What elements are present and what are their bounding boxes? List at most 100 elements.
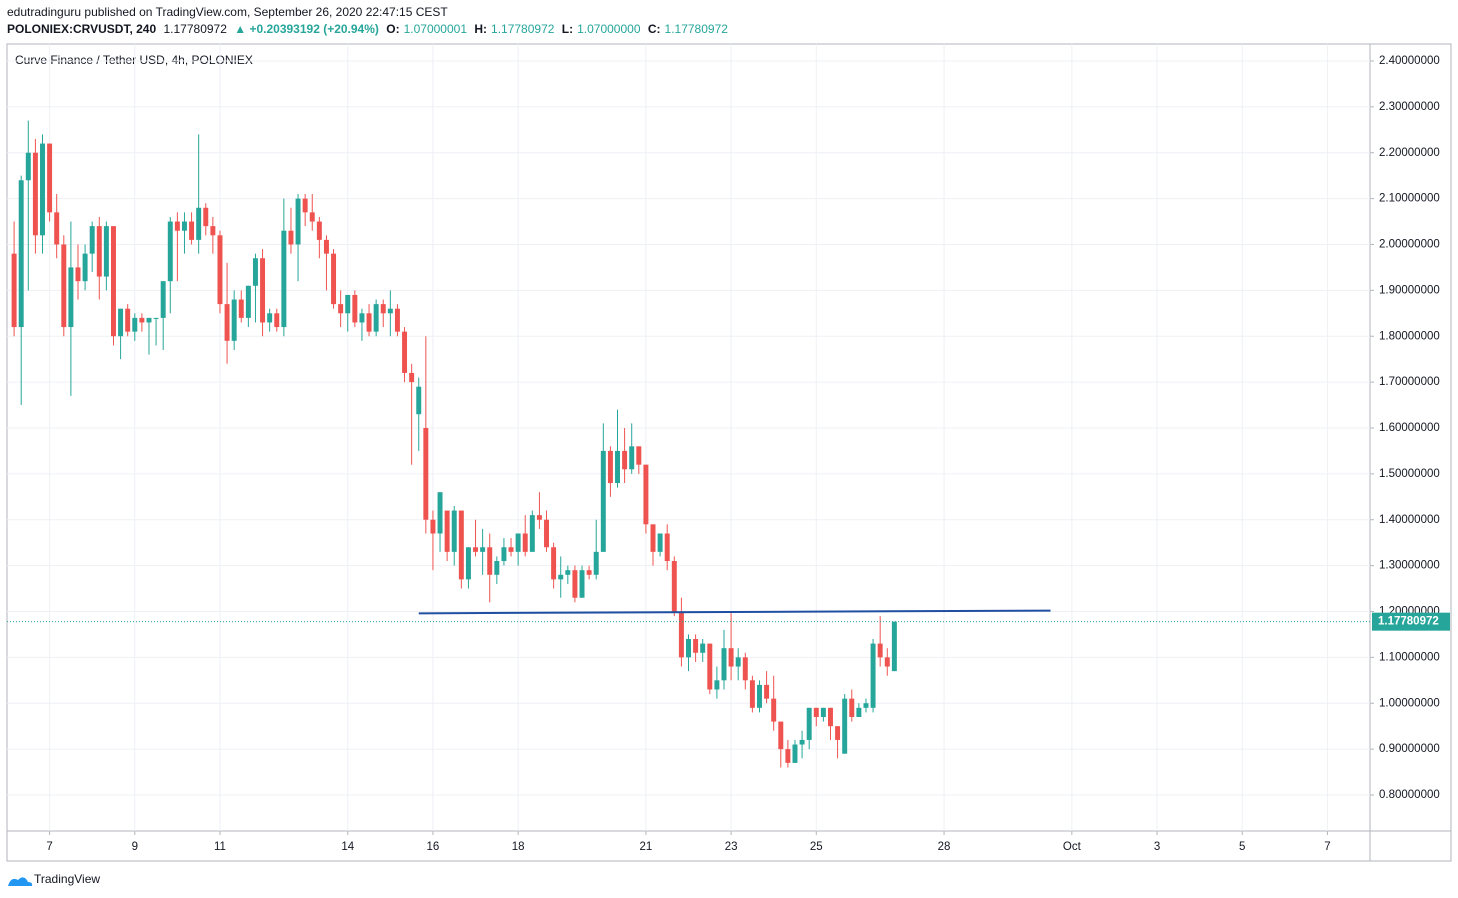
ohlc-value: 1.17780972 — [491, 22, 555, 36]
candle-body — [394, 308, 400, 332]
y-tick-label: 1.30000000 — [1379, 560, 1440, 572]
candle-body — [849, 698, 855, 717]
candle-body — [125, 308, 131, 332]
ohlc-label: O: — [386, 22, 400, 36]
candle-body — [387, 308, 393, 314]
ohlc-value: 1.17780972 — [664, 22, 728, 36]
candle-body — [586, 570, 592, 575]
candle-body — [61, 244, 67, 328]
candle-body — [813, 707, 819, 717]
candle-body — [366, 313, 372, 332]
candle-body — [252, 258, 258, 286]
candle-body — [331, 253, 337, 305]
candle-body — [785, 749, 791, 763]
y-tick-label: 1.70000000 — [1379, 376, 1440, 388]
brand: TradingView — [8, 872, 100, 886]
candle-body — [891, 621, 897, 672]
candle-body — [245, 285, 251, 318]
grid — [7, 44, 1370, 831]
y-tick-label: 2.20000000 — [1379, 147, 1440, 159]
y-tick-label: 1.80000000 — [1379, 330, 1440, 342]
candle-body — [451, 510, 457, 552]
ohlc-label: L: — [561, 22, 574, 36]
x-tick-label: 5 — [1239, 841, 1245, 853]
candle-body — [465, 547, 471, 580]
price: 1.17780972 — [163, 22, 227, 36]
candle-body — [622, 450, 628, 470]
candle-body — [778, 721, 784, 750]
candle-body — [494, 561, 500, 575]
x-tick-label: 14 — [341, 841, 354, 853]
candle-body — [728, 648, 734, 667]
candle-body — [806, 707, 812, 740]
candle-body — [856, 707, 862, 717]
candle-body — [558, 574, 564, 580]
candle-body — [409, 372, 415, 383]
x-tick-label: 21 — [640, 841, 653, 853]
candle-body — [82, 253, 88, 282]
candle-body — [835, 726, 841, 740]
candle-body — [189, 221, 195, 240]
candle-body — [515, 533, 521, 552]
candle-body — [629, 446, 635, 470]
ohlc-value: 1.07000000 — [577, 22, 641, 36]
candle-body — [224, 304, 230, 341]
candle-body — [373, 304, 379, 332]
candle-body — [827, 707, 833, 727]
candle-body — [167, 221, 173, 282]
candle-body — [380, 304, 386, 314]
candle-body — [203, 207, 209, 227]
candle-body — [480, 547, 486, 552]
candle-body — [54, 212, 60, 245]
candle-body — [700, 643, 706, 653]
candle-body — [323, 239, 329, 254]
candle-body — [359, 313, 365, 323]
y-tick-label: 1.00000000 — [1379, 697, 1440, 709]
candle-body — [402, 331, 408, 373]
ohlc-value: 1.07000001 — [403, 22, 467, 36]
y-tick-label: 2.30000000 — [1379, 101, 1440, 113]
candle-body — [423, 427, 429, 520]
candle-body — [181, 221, 187, 231]
candle-body — [103, 226, 109, 277]
candle-body — [68, 267, 74, 328]
candle-body — [32, 152, 38, 236]
candle-body — [338, 304, 344, 314]
candle-body — [686, 639, 691, 658]
candle-body — [636, 446, 642, 465]
candle-body — [870, 643, 876, 708]
candle-body — [607, 450, 613, 484]
trend-line — [418, 609, 1051, 615]
candle-body — [764, 684, 770, 699]
candle-body — [792, 744, 798, 763]
ohlc-label: H: — [474, 22, 488, 36]
candle-body — [536, 515, 542, 520]
candle-body — [352, 294, 358, 323]
x-tick-label: 3 — [1154, 841, 1160, 853]
x-tick-label: 23 — [725, 841, 738, 853]
candle-body — [678, 611, 684, 658]
candle-body — [18, 180, 24, 328]
candle-body — [593, 551, 599, 575]
y-tick-label: 1.90000000 — [1379, 284, 1440, 296]
candle-body — [565, 570, 571, 575]
candle-body — [25, 152, 31, 181]
candle-body — [508, 547, 514, 552]
candle-body — [196, 207, 202, 240]
candle-body — [487, 547, 493, 575]
candle-body — [707, 643, 713, 690]
symbol-line: POLONIEX:CRVUSDT, 240 1.17780972 ▲ +0.20… — [7, 22, 732, 36]
candle-body — [231, 299, 237, 341]
x-tick-label: 7 — [46, 841, 52, 853]
y-tick-label: 2.40000000 — [1379, 55, 1440, 67]
y-tick-label: 1.50000000 — [1379, 468, 1440, 480]
candle-body — [749, 680, 755, 708]
brand-name: TradingView — [34, 872, 100, 886]
candle-body — [458, 510, 464, 580]
y-tick-label: 2.10000000 — [1379, 193, 1440, 205]
candle-body — [146, 317, 152, 323]
candle-body — [430, 519, 436, 534]
candle-body — [260, 258, 266, 323]
